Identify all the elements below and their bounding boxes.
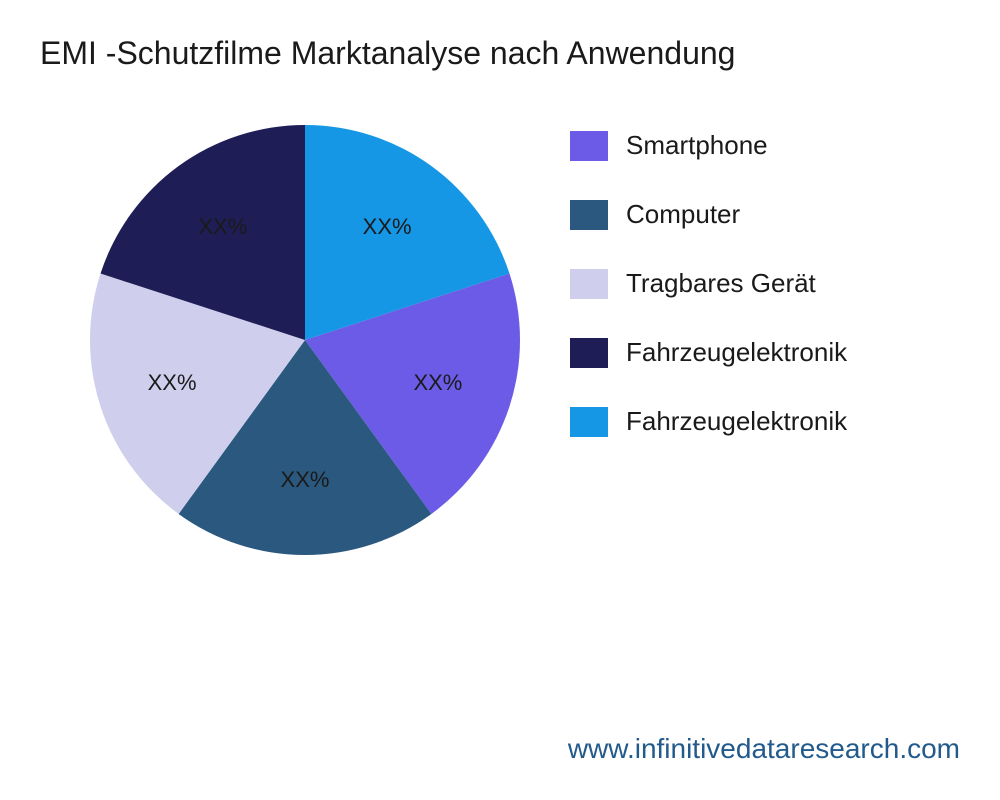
pie-slice-label-smartphone: XX%	[413, 370, 462, 396]
chart-title: EMI -Schutzfilme Marktanalyse nach Anwen…	[40, 35, 735, 72]
pie-slice-label-fahrzeugelektronik1: XX%	[198, 214, 247, 240]
legend-item-tragbares: Tragbares Gerät	[570, 268, 847, 299]
legend-swatch-fahrzeugelektronik2	[570, 407, 608, 437]
legend-label-fahrzeugelektronik2: Fahrzeugelektronik	[626, 406, 847, 437]
legend-swatch-smartphone	[570, 131, 608, 161]
legend-label-tragbares: Tragbares Gerät	[626, 268, 816, 299]
pie-chart: XX% XX% XX% XX% XX%	[90, 125, 520, 555]
legend-item-fahrzeugelektronik2: Fahrzeugelektronik	[570, 406, 847, 437]
legend-item-computer: Computer	[570, 199, 847, 230]
legend-label-computer: Computer	[626, 199, 740, 230]
pie-slice-label-tragbares: XX%	[148, 370, 197, 396]
pie-slice-label-computer: XX%	[281, 467, 330, 493]
legend: Smartphone Computer Tragbares Gerät Fahrzeu…	[570, 130, 847, 437]
legend-swatch-computer	[570, 200, 608, 230]
pie-slice-label-fahrzeugelektronik2: XX%	[363, 214, 412, 240]
legend-label-fahrzeugelektronik1: Fahrzeugelektronik	[626, 337, 847, 368]
legend-swatch-fahrzeugelektronik1	[570, 338, 608, 368]
legend-swatch-tragbares	[570, 269, 608, 299]
footer-url: www.infinitivedataresearch.com	[568, 733, 960, 765]
legend-item-fahrzeugelektronik1: Fahrzeugelektronik	[570, 337, 847, 368]
legend-label-smartphone: Smartphone	[626, 130, 768, 161]
legend-item-smartphone: Smartphone	[570, 130, 847, 161]
